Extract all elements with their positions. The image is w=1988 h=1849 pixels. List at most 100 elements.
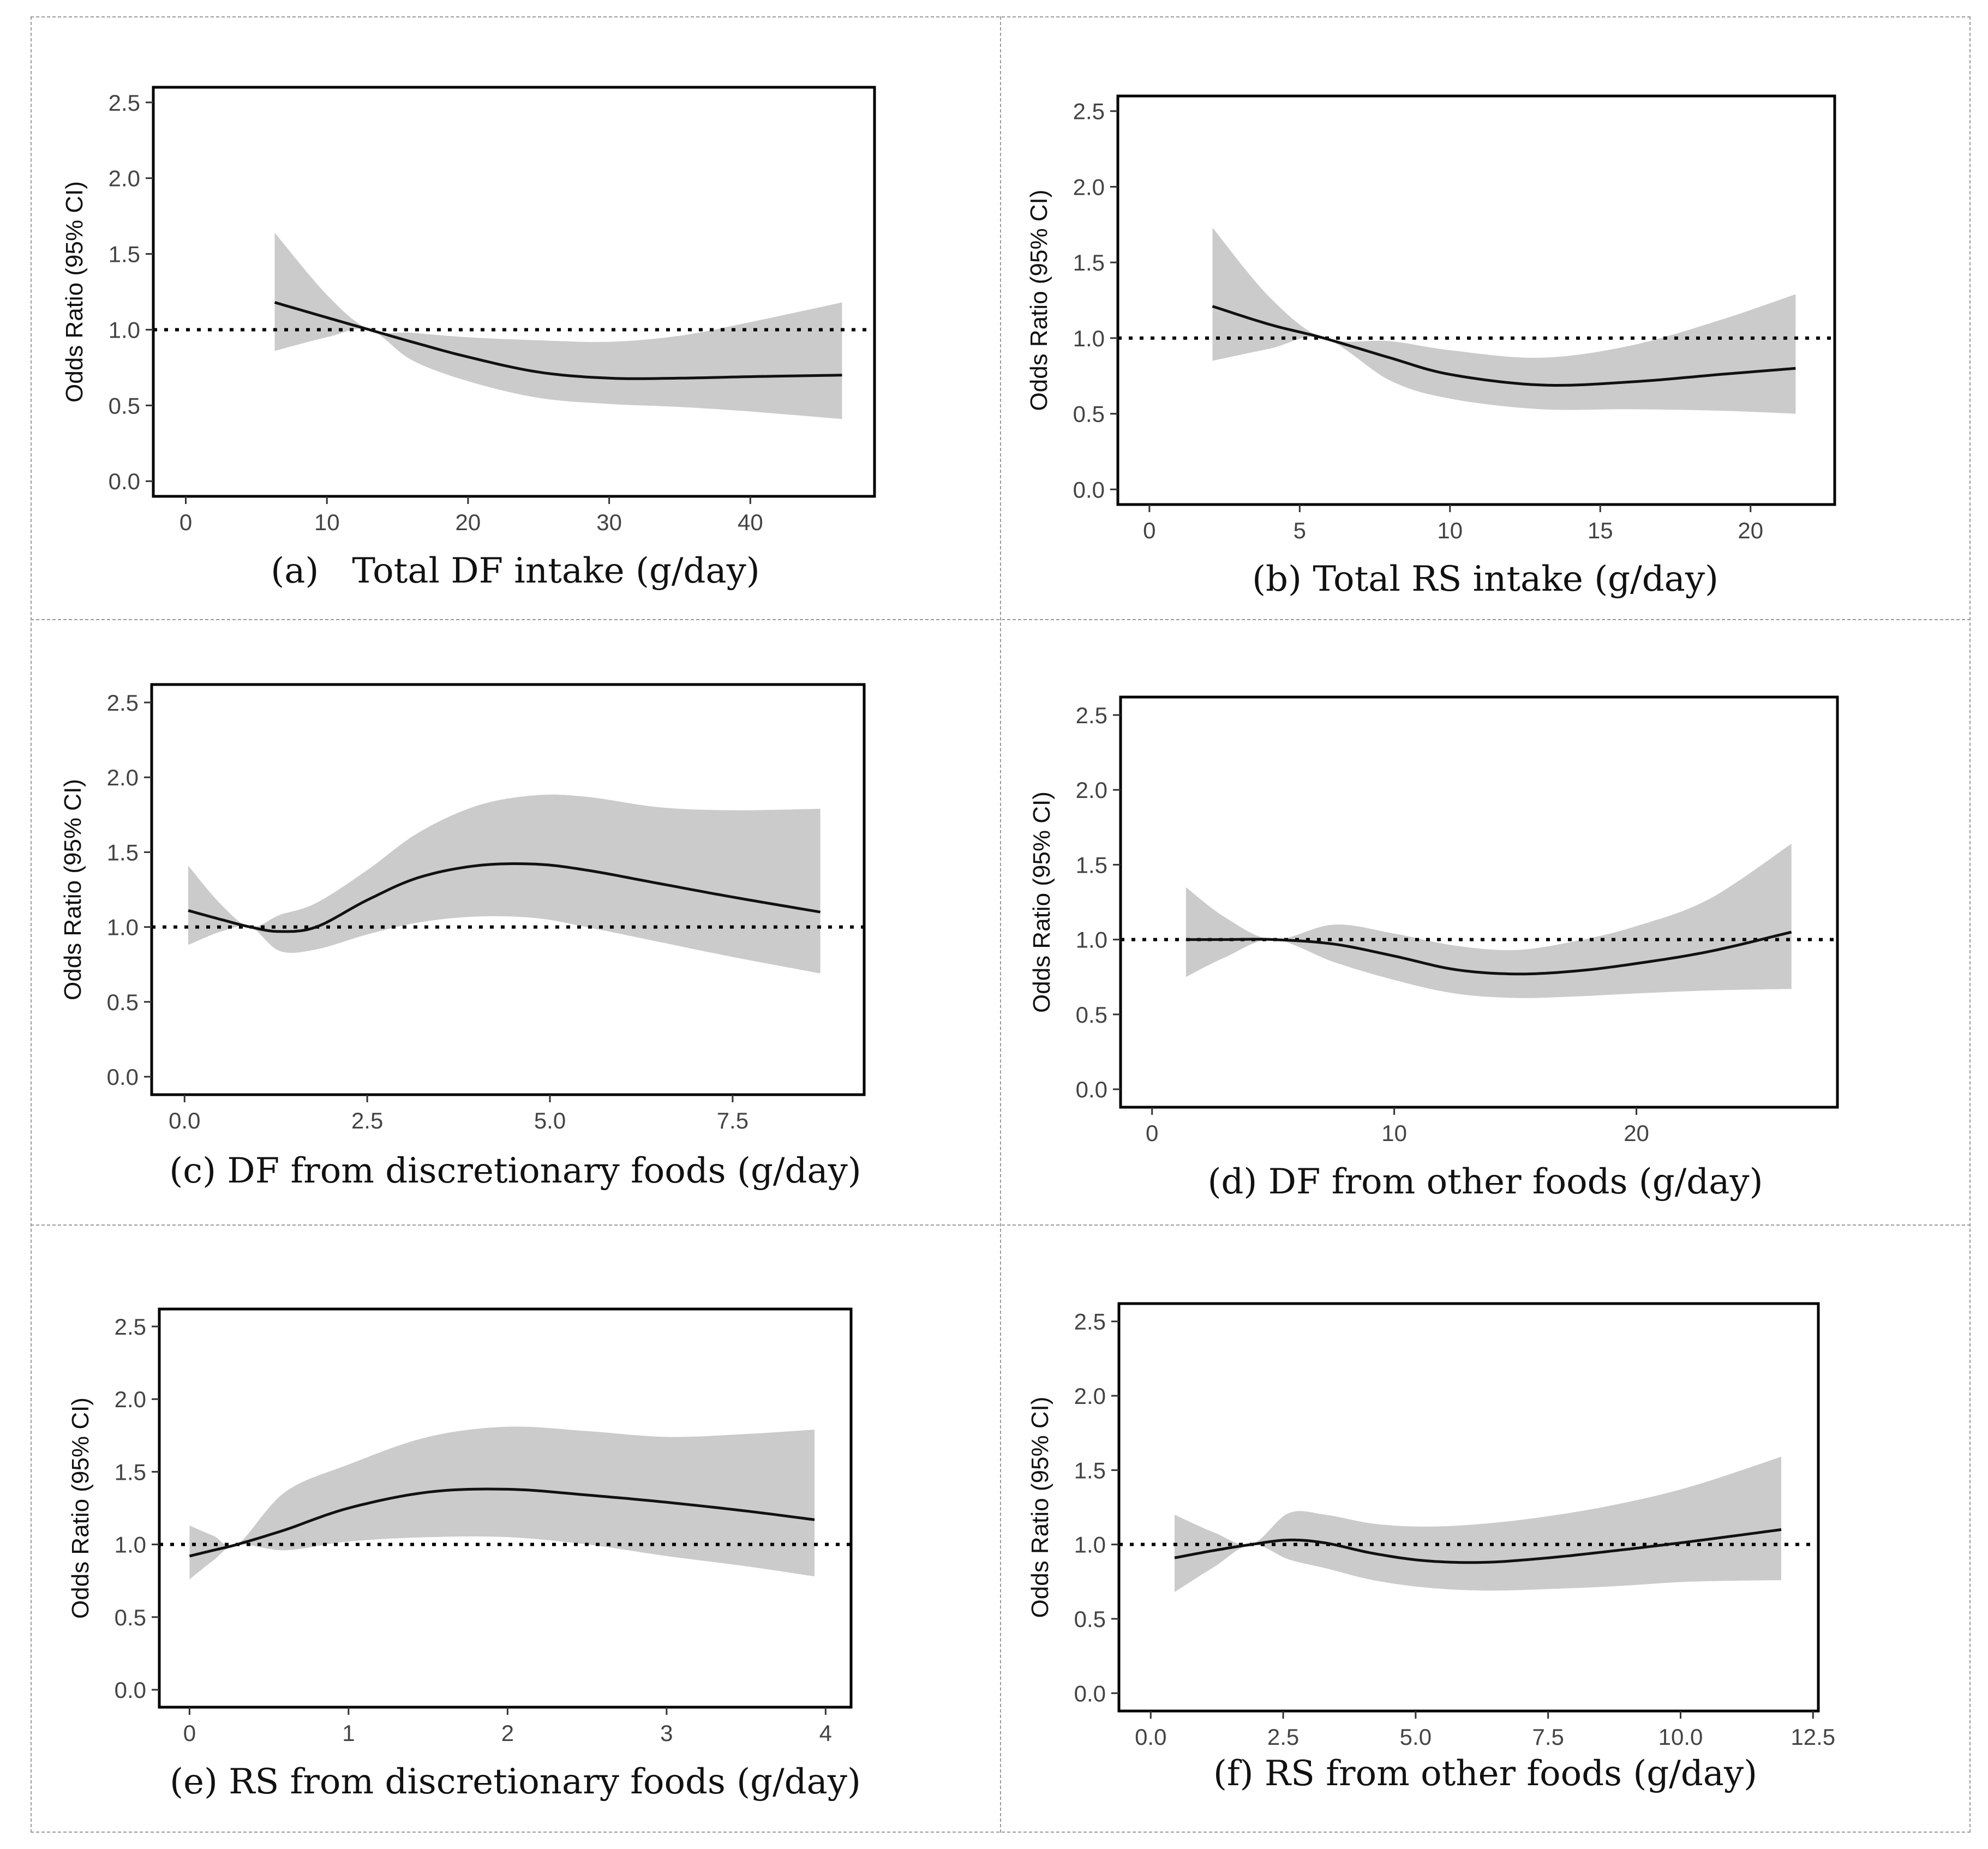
plot-f: 0.0 0.5 1.0 1.5 2.0 2.5 0.0 2.5 5.0 7.5 10.0 12.5 Od… [1027,1302,1835,1748]
confidence-band [1212,227,1796,414]
x-tick-label: 10 [314,509,340,535]
x-tick-label: 2 [501,1720,514,1746]
y-tick-label: 1.0 [1074,1532,1106,1558]
y-tick-label: 2.5 [1073,99,1105,124]
plot-b: 0.0 0.5 1.0 1.5 2.0 2.5 0 5 10 15 20 Odds Ratio (95… [1026,94,1836,543]
y-tick-label: 2.0 [109,166,140,191]
y-tick-label: 2.0 [1076,777,1107,803]
x-tick-label: 1 [342,1720,355,1746]
caption-a: (a) Total DF intake (g/day) [271,551,760,591]
y-tick-label: 1.0 [115,1532,146,1558]
x-tick-label: 3 [660,1720,673,1746]
x-tick-label: 0 [179,509,192,535]
x-tick-label: 0.0 [169,1108,200,1133]
y-tick-label: 0.0 [107,1064,139,1090]
y-tick-label: 1.5 [115,1459,146,1485]
y-tick-label: 0.5 [1076,1002,1107,1028]
confidence-band [1175,1456,1781,1592]
y-tick-label: 1.0 [109,317,140,343]
confidence-band [274,232,842,419]
x-tick-label: 10 [1437,518,1463,543]
y-tick-label: 2.5 [107,690,139,716]
plot-frame [1116,94,1836,506]
y-tick-label: 1.5 [1073,250,1105,275]
plot-e: 0.0 0.5 1.0 1.5 2.0 2.5 0 1 2 3 4 Odds Ratio (95% C… [67,1307,853,1746]
panel-b: 0.0 0.5 1.0 1.5 2.0 2.5 0 5 10 15 20 Odds Ratio (95… [1000,16,1971,619]
y-axis-label: Odds Ratio (95% CI) [61,181,88,403]
y-tick-label: 1.5 [107,839,139,865]
y-tick-label: 2.5 [1076,703,1107,728]
x-tick-label: 20 [1624,1120,1649,1146]
y-tick-label: 0.0 [115,1677,146,1703]
x-tick-label: 15 [1588,518,1613,543]
x-tick-label: 2.5 [1267,1724,1299,1748]
y-axis-label: Odds Ratio (95% CI) [67,1397,94,1619]
y-tick-label: 2.5 [115,1314,146,1340]
y-tick-label: 1.0 [107,915,139,940]
y-tick-label: 2.0 [1074,1383,1106,1409]
y-tick-label: 1.5 [1074,1457,1106,1483]
x-tick-label: 10.0 [1658,1724,1703,1748]
plot-c: 0.0 0.5 1.0 1.5 2.0 2.5 0.0 2.5 5.0 7.5 Odds Ratio… [59,683,866,1133]
y-tick-label: 0.5 [109,393,140,418]
x-tick-label: 5.0 [534,1108,566,1133]
y-tick-label: 1.0 [1073,326,1105,351]
panel-a: 0.0 0.5 1.0 1.5 2.0 2.5 0 10 20 30 40 Odds Ratio (9… [31,16,1000,619]
confidence-band [189,1426,815,1580]
y-tick-label: 1.5 [109,242,140,267]
odds-ratio-line [188,862,821,933]
y-tick-label: 2.0 [115,1386,146,1412]
y-axis-label: Odds Ratio (95% CI) [1028,791,1055,1013]
x-tick-label: 20 [456,509,481,535]
x-tick-label: 4 [819,1720,832,1746]
x-tick-label: 0.0 [1135,1724,1166,1748]
x-tick-label: 5 [1294,518,1306,543]
plot-frame [1117,1302,1820,1713]
column-divider [1000,16,1001,1833]
y-tick-label: 0.5 [107,989,139,1015]
odds-ratio-line [1185,930,1792,976]
odds-ratio-line [1174,1528,1782,1564]
y-tick-label: 1.0 [1076,927,1107,953]
caption-b: (b) Total RS intake (g/day) [1252,559,1718,599]
confidence-band [1185,844,1792,998]
y-tick-label: 2.5 [1074,1309,1106,1335]
x-tick-label: 0 [1146,1120,1158,1146]
x-tick-label: 10 [1381,1120,1407,1146]
y-axis-label: Odds Ratio (95% CI) [59,779,86,1000]
confidence-band [188,794,821,974]
odds-ratio-line [189,1487,815,1558]
plot-frame [158,1307,853,1709]
y-tick-label: 2.0 [107,765,139,790]
x-tick-label: 20 [1738,518,1763,543]
plot-frame [1119,695,1839,1109]
panel-c: 0.0 0.5 1.0 1.5 2.0 2.5 0.0 2.5 5.0 7.5 Odds Ratio… [31,619,1000,1224]
x-tick-label: 40 [738,509,763,535]
y-tick-label: 1.5 [1076,852,1107,878]
panel-d: 0.0 0.5 1.0 1.5 2.0 2.5 0 10 20 Odds Ratio (95% C… [1000,619,1971,1224]
plot-frame [150,683,866,1096]
y-tick-label: 2.5 [109,90,140,116]
y-tick-label: 0.0 [109,469,140,494]
y-tick-label: 0.5 [1073,401,1105,427]
odds-ratio-line [1212,305,1796,387]
y-tick-label: 2.0 [1073,174,1105,200]
plot-frame [152,86,876,498]
panel-e: 0.0 0.5 1.0 1.5 2.0 2.5 0 1 2 3 4 Odds Ratio (95% C… [31,1224,1000,1833]
caption-d: (d) DF from other foods (g/day) [1207,1162,1763,1202]
caption-c: (c) DF from discretionary foods (g/day) [169,1151,861,1191]
x-tick-label: 0 [1143,518,1155,543]
x-tick-label: 12.5 [1791,1724,1835,1748]
panel-f: 0.0 0.5 1.0 1.5 2.0 2.5 0.0 2.5 5.0 7.5 10.0 12.5 Od… [1000,1224,1971,1833]
x-tick-label: 7.5 [1532,1724,1564,1748]
plot-d: 0.0 0.5 1.0 1.5 2.0 2.5 0 10 20 Odds Ratio (95% C… [1028,695,1839,1146]
y-tick-label: 0.0 [1074,1680,1106,1706]
plot-a: 0.0 0.5 1.0 1.5 2.0 2.5 0 10 20 30 40 Odds Ratio (9… [61,86,876,535]
y-axis-label: Odds Ratio (95% CI) [1027,1397,1053,1618]
caption-f: (f) RS from other foods (g/day) [1213,1754,1758,1794]
y-tick-label: 0.0 [1076,1077,1107,1102]
x-tick-label: 2.5 [351,1108,383,1133]
y-tick-label: 0.0 [1073,477,1105,502]
x-tick-label: 5.0 [1400,1724,1432,1748]
